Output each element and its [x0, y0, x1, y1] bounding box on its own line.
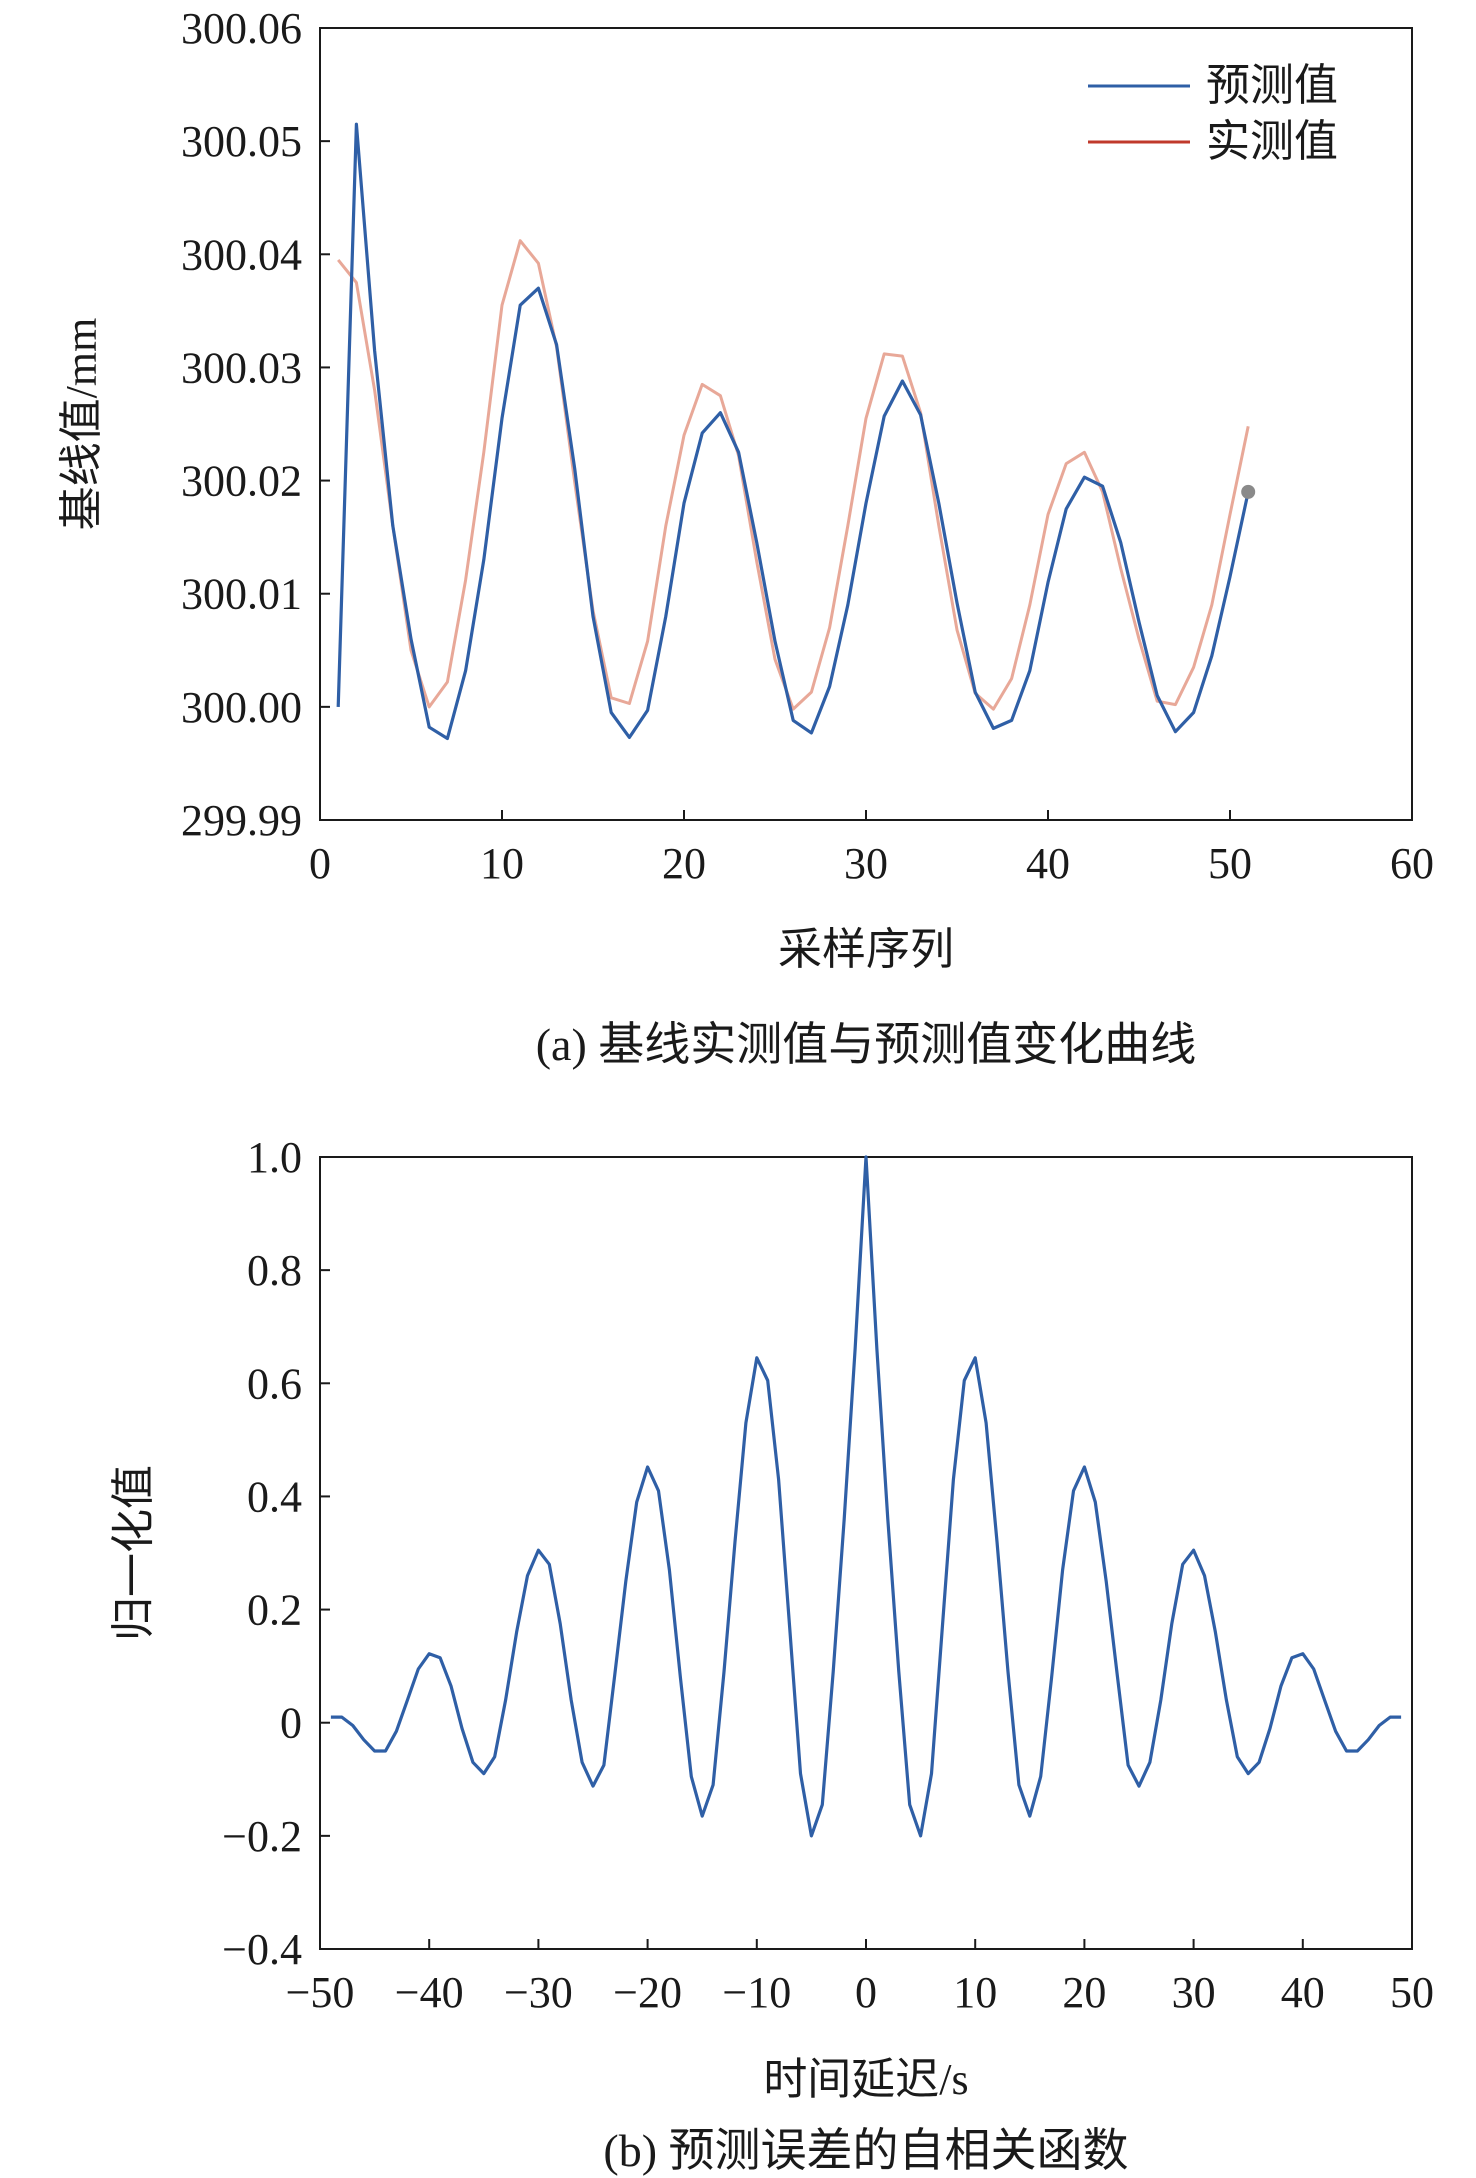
y-tick-label: 0 [280, 1699, 302, 1748]
x-tick-label: 40 [1281, 1968, 1325, 2017]
legend-label-measured: 实测值 [1206, 117, 1338, 166]
x-tick-label: −20 [613, 1968, 682, 2017]
series-line-autocorrelation [330, 1155, 1402, 1838]
y-tick-label: 299.99 [181, 796, 302, 845]
y-tick-label: 300.01 [181, 570, 302, 619]
y-tick-label: −0.4 [222, 1925, 302, 1974]
series-line-predicted [336, 122, 1250, 741]
y-axis-label-b: 归一化值 [109, 1465, 158, 1641]
y-axis-label-a: 基线值/mm [57, 318, 106, 531]
y-tick-label: 0.4 [247, 1472, 302, 1521]
caption-a: (a) 基线实测值与预测值变化曲线 [536, 1019, 1197, 1070]
series-line-measured [337, 239, 1250, 711]
x-tick-label: −10 [722, 1968, 791, 2017]
y-tick-label: 300.02 [181, 457, 302, 506]
y-tick-label: 0.8 [247, 1246, 302, 1295]
chart-panel-a: 0 10 20 30 40 50 60 299.99 300.00 300.01 300.02 300… [57, 4, 1434, 1070]
series-end-marker [1241, 484, 1256, 499]
x-tick-label: 20 [1062, 1968, 1106, 2017]
caption-b: (b) 预测误差的自相关函数 [603, 2125, 1128, 2176]
chart-panel-b: −50 −40 −30 −20 −10 0 10 20 30 40 50 −0.4 −0.2 0 0.2 0.… [109, 1133, 1434, 2176]
x-tick-label: 60 [1390, 839, 1434, 888]
y-tick-label: 1.0 [247, 1133, 302, 1182]
x-tick-label: 50 [1208, 839, 1252, 888]
x-tick-label: 20 [662, 839, 706, 888]
x-tick-label: 40 [1026, 839, 1070, 888]
x-tick-label: −40 [395, 1968, 464, 2017]
x-tick-label: 30 [844, 839, 888, 888]
y-tick-label: 300.04 [181, 230, 302, 279]
x-tick-label: 10 [953, 1968, 997, 2017]
y-tick-label: 0.6 [247, 1359, 302, 1408]
x-axis-label-a: 采样序列 [778, 925, 954, 974]
x-tick-label: −50 [286, 1968, 355, 2017]
x-tick-label: 0 [309, 839, 331, 888]
y-tick-label: 0.2 [247, 1586, 302, 1635]
x-tick-label: 10 [480, 839, 524, 888]
x-tick-label: 30 [1172, 1968, 1216, 2017]
x-tick-label: 0 [855, 1968, 877, 2017]
y-tick-label: 300.05 [181, 117, 302, 166]
plot-frame-b [319, 1156, 1413, 1950]
legend-label-predicted: 预测值 [1206, 61, 1338, 110]
x-tick-label: −30 [504, 1968, 573, 2017]
y-tick-label: −0.2 [222, 1812, 302, 1861]
y-tick-label: 300.03 [181, 343, 302, 392]
x-axis-label-b: 时间延迟/s [763, 2055, 968, 2104]
y-tick-label: 300.06 [181, 4, 302, 53]
x-tick-label: 50 [1390, 1968, 1434, 2017]
y-tick-label: 300.00 [181, 683, 302, 732]
legend: 预测值 实测值 [1088, 61, 1338, 166]
